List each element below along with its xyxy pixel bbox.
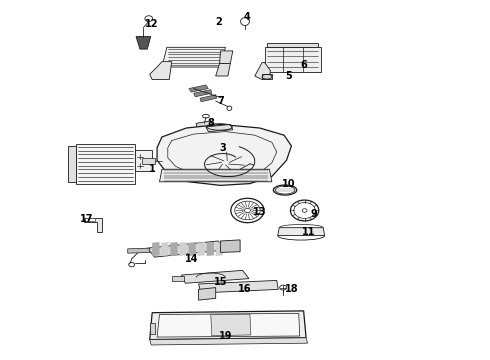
Polygon shape [273,188,297,192]
Text: 7: 7 [217,96,224,106]
Text: 12: 12 [146,19,159,29]
Polygon shape [207,242,214,256]
Polygon shape [197,242,205,256]
Text: 9: 9 [310,209,317,219]
Polygon shape [68,146,76,182]
Text: 14: 14 [185,254,198,264]
Polygon shape [220,240,240,252]
Polygon shape [189,242,196,256]
Text: 11: 11 [302,227,315,237]
Text: 3: 3 [220,143,226,153]
Polygon shape [85,218,95,221]
Text: 4: 4 [244,12,251,22]
Polygon shape [143,158,155,164]
Text: 6: 6 [300,60,307,70]
Polygon shape [159,169,272,182]
Text: 10: 10 [282,179,296,189]
Polygon shape [198,288,216,300]
Polygon shape [216,63,230,76]
Polygon shape [147,241,225,257]
Text: 16: 16 [238,284,252,294]
Text: 13: 13 [253,207,267,217]
Polygon shape [157,314,300,337]
Polygon shape [194,90,212,97]
Text: 18: 18 [285,284,298,294]
Polygon shape [84,218,102,232]
Polygon shape [181,270,249,283]
Polygon shape [220,51,233,63]
Polygon shape [179,242,187,256]
Text: 17: 17 [79,215,93,224]
Polygon shape [172,276,184,281]
Polygon shape [157,125,292,185]
Text: 15: 15 [214,277,227,287]
Polygon shape [150,62,172,80]
Text: 19: 19 [219,331,232,341]
Polygon shape [136,37,151,49]
Text: 2: 2 [215,17,221,27]
Polygon shape [189,85,208,92]
Polygon shape [265,47,321,72]
Polygon shape [135,149,152,171]
Polygon shape [128,248,150,253]
Polygon shape [206,125,233,132]
Polygon shape [150,311,306,339]
Polygon shape [255,62,270,80]
Polygon shape [278,228,325,235]
Polygon shape [198,280,278,293]
Polygon shape [200,95,217,102]
Polygon shape [152,242,159,256]
Polygon shape [211,314,251,336]
Polygon shape [216,242,223,256]
Text: 1: 1 [149,164,155,174]
Polygon shape [196,121,213,128]
Polygon shape [150,338,308,345]
Polygon shape [267,43,318,46]
Polygon shape [162,47,225,67]
Polygon shape [150,323,155,334]
Polygon shape [262,74,272,79]
Polygon shape [171,242,178,256]
Polygon shape [161,242,169,256]
Polygon shape [76,144,135,184]
Text: 8: 8 [207,118,214,128]
Text: 5: 5 [286,71,293,81]
